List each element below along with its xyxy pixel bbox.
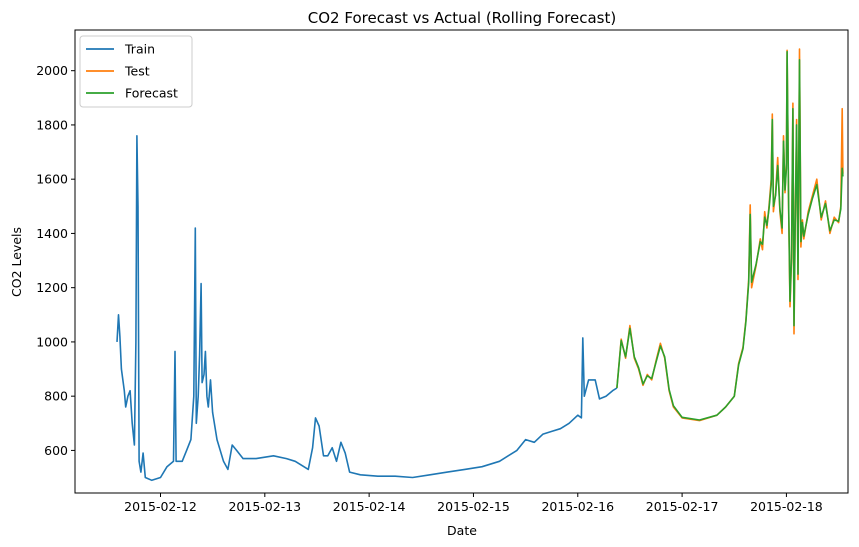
- legend-box: [79, 35, 193, 108]
- y-tick-label: 800: [44, 389, 68, 404]
- series-layer: [116, 48, 844, 482]
- legend-label-forecast: Forecast: [125, 86, 178, 101]
- series-line-forecast: [616, 50, 844, 421]
- y-tick-label: 2000: [36, 63, 68, 78]
- legend-label-test: Test: [124, 64, 150, 79]
- y-axis-label: CO2 Levels: [9, 227, 24, 297]
- y-tick-label: 1600: [36, 172, 68, 187]
- legend-label-train: Train: [124, 42, 155, 57]
- x-tick-label: 2015-02-16: [541, 499, 614, 514]
- x-axis-label: Date: [447, 523, 477, 538]
- x-tick-label: 2015-02-15: [437, 499, 510, 514]
- y-tick-label: 600: [44, 443, 68, 458]
- chart-title: CO2 Forecast vs Actual (Rolling Forecast…: [308, 9, 616, 27]
- x-tick-label: 2015-02-12: [124, 499, 197, 514]
- series-line-train: [116, 135, 618, 482]
- x-axis: 2015-02-12 2015-02-13 2015-02-14 2015-02-15…: [124, 493, 823, 514]
- y-tick-label: 1800: [36, 117, 68, 132]
- y-tick-label: 1400: [36, 226, 68, 241]
- plot-frame: [74, 29, 849, 494]
- x-tick-label: 2015-02-13: [228, 499, 301, 514]
- y-tick-label: 1200: [36, 280, 68, 295]
- y-tick-label: 1000: [36, 334, 68, 349]
- x-tick-label: 2015-02-18: [750, 499, 823, 514]
- series-line-test: [616, 48, 844, 422]
- x-tick-label: 2015-02-14: [333, 499, 406, 514]
- y-axis: 600 800 1000 1200 1400 1600 1800 2000: [36, 63, 75, 458]
- legend: Train Test Forecast: [79, 35, 193, 108]
- x-tick-label: 2015-02-17: [646, 499, 719, 514]
